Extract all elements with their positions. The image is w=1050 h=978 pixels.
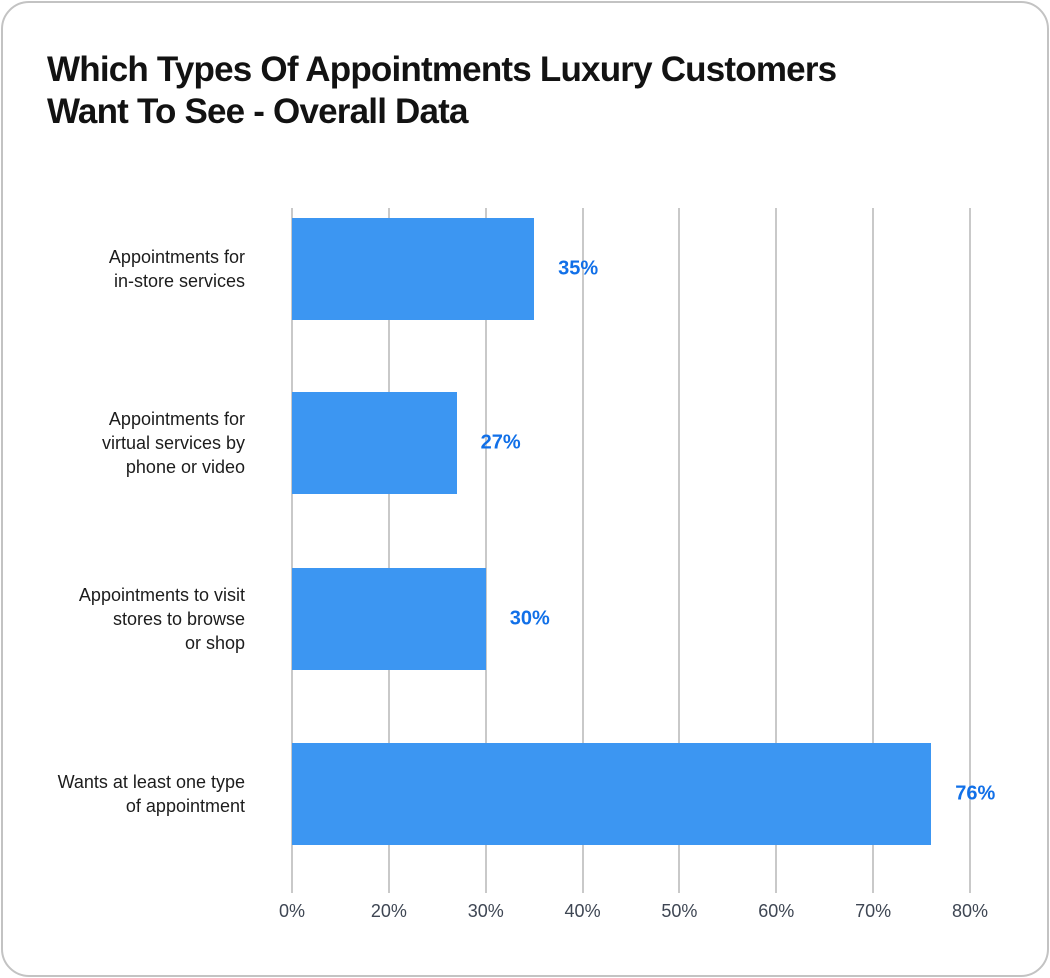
gridline [678, 208, 681, 893]
x-axis-tick-label: 0% [278, 901, 306, 921]
chart-title: Which Types Of Appointments Luxury Custo… [47, 50, 837, 131]
gridline [387, 208, 390, 893]
x-axis-tick-label: 80% [951, 901, 989, 921]
bar-1 [292, 392, 457, 494]
gridline [291, 208, 293, 893]
value-label-3: 76% [955, 782, 996, 805]
gridline [484, 208, 487, 893]
gridline [969, 208, 971, 893]
category-label-0: Appointments for in-store services [108, 247, 245, 291]
bar-3 [292, 743, 932, 845]
category-label-3: Wants at least one type of appointment [57, 772, 245, 816]
plot-area: 0% 20% 30% 40% 50% 60% 70% 80% 35% 27% 30% 76% [279, 208, 995, 921]
category-label-1: Appointments for virtual services by pho… [101, 409, 245, 477]
x-axis-tick-label: 50% [661, 901, 698, 921]
value-label-1: 27% [480, 431, 521, 454]
x-axis-tick-label: 70% [855, 901, 892, 921]
x-axis-tick-label: 30% [467, 901, 504, 921]
x-axis-tick-label: 60% [758, 901, 795, 921]
x-axis-tick-label: 40% [564, 901, 601, 921]
value-label-2: 30% [509, 607, 550, 630]
gridline [775, 208, 778, 893]
gridline [581, 208, 584, 893]
bar-2 [292, 568, 486, 670]
bar-0 [292, 218, 535, 320]
category-axis: Appointments for in-store services Appoin… [3, 208, 247, 893]
value-label-0: 35% [558, 257, 599, 280]
category-label-2: Appointments to visit stores to browse o… [78, 585, 245, 653]
gridline [872, 208, 875, 893]
x-axis-tick-label: 20% [370, 901, 407, 921]
